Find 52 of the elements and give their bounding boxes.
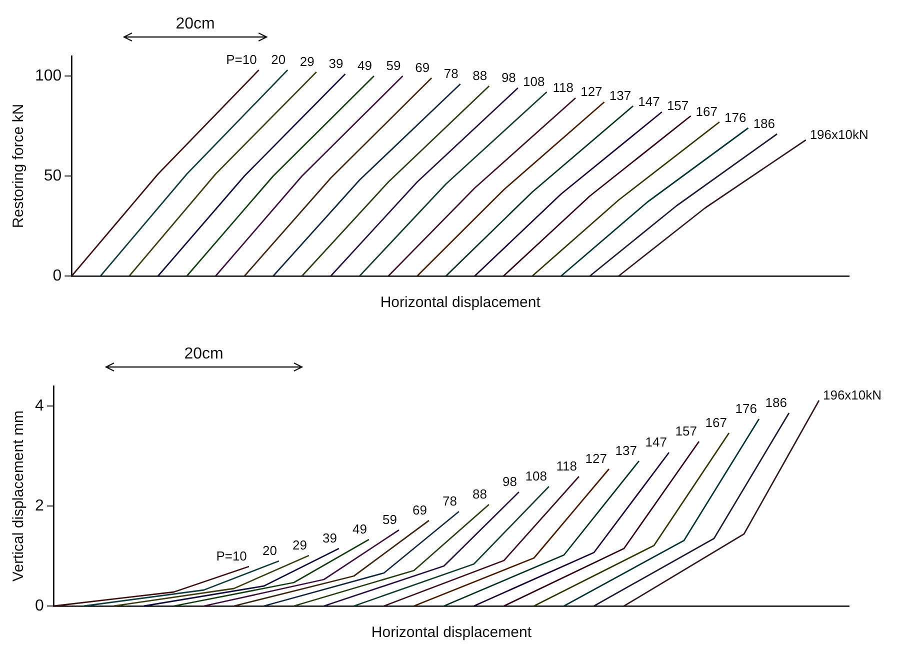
y-tick-label: 2 xyxy=(34,497,44,514)
y-tick-label: 4 xyxy=(34,397,44,414)
series-label: 118 xyxy=(552,80,574,96)
series-label: 147 xyxy=(638,94,660,110)
series-label: 127 xyxy=(585,451,607,466)
series-label: 78 xyxy=(444,66,458,82)
series-label: 157 xyxy=(666,98,689,114)
series-label: 137 xyxy=(609,88,632,104)
y-axis-title: Restoring force kN xyxy=(10,104,28,228)
series-label: 196x10kN xyxy=(810,127,868,142)
y-tick-label: 0 xyxy=(34,597,44,614)
series-label: 69 xyxy=(412,502,427,518)
series-label: 39 xyxy=(322,530,337,546)
x-axis-title: Horizontal displacement xyxy=(371,624,532,642)
series-label: 98 xyxy=(502,474,517,490)
y-tick-label: 0 xyxy=(52,267,62,284)
y-tick-label: 50 xyxy=(44,167,62,184)
series-label: P=10 xyxy=(216,548,247,564)
series-label: 88 xyxy=(472,68,488,84)
text: 20cm xyxy=(184,345,224,362)
series-label: 176 xyxy=(735,401,757,416)
series-label: 137 xyxy=(615,443,637,458)
series-label: 196x10kN xyxy=(822,388,882,403)
text: 20cm xyxy=(176,15,215,32)
series-label: 78 xyxy=(442,494,457,509)
series-label: 59 xyxy=(382,512,397,528)
x-axis-title: Horizontal displacement xyxy=(380,294,542,312)
series-label: 108 xyxy=(525,468,547,484)
series-label: 118 xyxy=(556,458,577,474)
y-axis-title: Vertical displacement mm xyxy=(10,410,28,582)
series-label: 29 xyxy=(292,538,307,553)
series-label: 88 xyxy=(472,486,487,502)
series-label: 157 xyxy=(675,424,697,439)
series-label: 108 xyxy=(523,74,545,90)
series-label: 39 xyxy=(328,56,344,72)
series-label: 127 xyxy=(580,84,602,100)
series-label: 176 xyxy=(724,110,746,126)
series-label: 29 xyxy=(300,54,314,70)
series-label: 49 xyxy=(352,522,367,537)
series-label: 167 xyxy=(705,415,727,430)
series-label: 147 xyxy=(645,434,667,450)
series-label: 59 xyxy=(386,58,401,74)
series-label: 186 xyxy=(765,395,787,410)
series-label: 20 xyxy=(262,543,277,558)
series-label: 20 xyxy=(271,52,286,68)
y-tick-label: 100 xyxy=(34,67,62,84)
series-label: 69 xyxy=(415,60,430,76)
series-label: 167 xyxy=(696,104,718,120)
series-label: 49 xyxy=(358,58,372,74)
series-label: P=10 xyxy=(226,52,257,68)
series-label: 186 xyxy=(753,116,776,132)
series-label: 98 xyxy=(501,70,516,86)
